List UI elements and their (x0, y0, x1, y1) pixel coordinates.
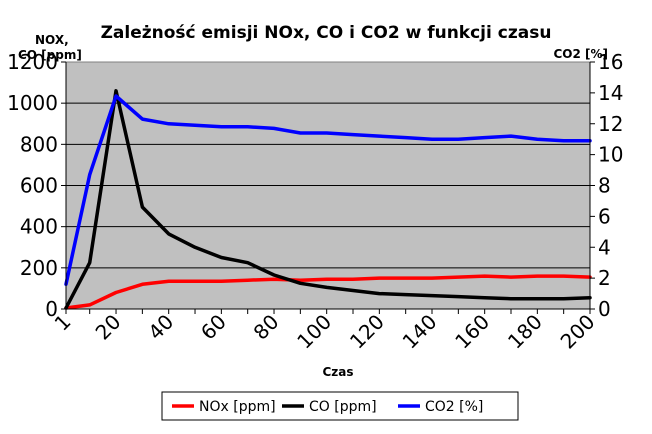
y-right-tick-label: 16 (598, 50, 623, 74)
y-left-tick-label: 0 (45, 297, 58, 321)
y-axis-right-ticks: 0 2 4 6 8 10 12 14 16 (590, 50, 623, 321)
y-left-tick-label: 1200 (7, 50, 58, 74)
x-axis-title: Czas (322, 365, 353, 379)
y-right-tick-label: 0 (598, 297, 611, 321)
y-axis-left-title: NOX, CO [ppm] (18, 33, 82, 62)
y-left-tick-label: 1000 (7, 91, 58, 115)
chart-title: Zależność emisji NOx, CO i CO2 w funkcji… (101, 23, 552, 43)
y-right-tick-label: 8 (598, 174, 611, 198)
y-right-tick-label: 14 (598, 81, 623, 105)
y-right-tick-label: 4 (598, 235, 611, 259)
legend-box (161, 391, 519, 421)
series-group (64, 89, 592, 310)
y-right-tick-label: 2 (598, 266, 611, 290)
y-right-tick-label: 6 (598, 204, 611, 228)
series-line-0 (64, 274, 592, 310)
legend: NOx [ppm] CO [ppm] CO2 [%] (172, 399, 483, 415)
legend-label-2: CO2 [%] (425, 399, 483, 415)
y-axis-right-title: CO2 [%] (553, 47, 608, 61)
y-axis-left-ticks: 0 200 400 600 800 1000 1200 (7, 50, 66, 321)
series-line-2 (64, 94, 592, 287)
y-right-tick-label: 12 (598, 112, 623, 136)
gridlines (66, 102, 590, 269)
legend-label-0: NOx [ppm] (199, 399, 276, 415)
series-line-1 (64, 89, 592, 310)
y-left-tick-label: 400 (20, 215, 58, 239)
legend-label-1: CO [ppm] (309, 399, 377, 415)
y-left-tick-label: 600 (20, 174, 58, 198)
y-right-tick-label: 10 (598, 143, 623, 167)
y-left-tick-label: 200 (20, 256, 58, 280)
y-left-tick-label: 800 (20, 132, 58, 156)
